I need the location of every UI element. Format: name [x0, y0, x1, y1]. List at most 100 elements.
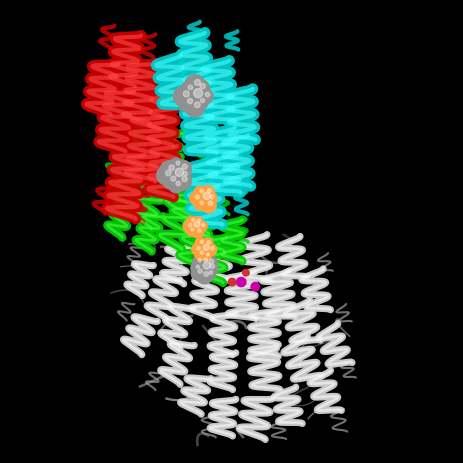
Circle shape — [170, 177, 175, 182]
Circle shape — [201, 251, 211, 261]
Circle shape — [169, 159, 182, 172]
Circle shape — [194, 189, 214, 209]
Circle shape — [185, 98, 204, 118]
Circle shape — [195, 196, 199, 200]
Circle shape — [181, 84, 207, 110]
Circle shape — [210, 264, 214, 269]
Circle shape — [197, 219, 200, 223]
Circle shape — [194, 103, 200, 108]
Circle shape — [210, 195, 213, 200]
Circle shape — [194, 80, 200, 86]
Circle shape — [192, 257, 204, 268]
Circle shape — [198, 90, 213, 105]
Circle shape — [186, 219, 203, 235]
Circle shape — [194, 187, 206, 199]
Circle shape — [194, 238, 206, 249]
Circle shape — [162, 173, 179, 190]
Circle shape — [173, 161, 191, 178]
Circle shape — [194, 222, 200, 228]
Circle shape — [203, 269, 215, 280]
Circle shape — [191, 244, 202, 256]
Circle shape — [183, 92, 189, 98]
Circle shape — [173, 87, 194, 107]
Circle shape — [228, 279, 235, 286]
Circle shape — [210, 247, 213, 250]
Circle shape — [242, 270, 249, 276]
Circle shape — [189, 193, 202, 206]
Circle shape — [195, 242, 212, 258]
Circle shape — [181, 165, 187, 170]
Circle shape — [190, 263, 202, 274]
Circle shape — [192, 226, 203, 238]
Circle shape — [200, 198, 216, 213]
Circle shape — [198, 259, 201, 263]
Circle shape — [156, 167, 175, 185]
Circle shape — [250, 283, 259, 291]
Circle shape — [196, 269, 212, 284]
Circle shape — [205, 93, 209, 98]
Circle shape — [188, 86, 192, 90]
Circle shape — [203, 193, 210, 200]
Circle shape — [201, 224, 204, 227]
Circle shape — [187, 99, 192, 105]
Circle shape — [193, 89, 202, 99]
Circle shape — [186, 226, 196, 236]
Circle shape — [191, 229, 194, 232]
Circle shape — [201, 256, 217, 271]
Circle shape — [179, 95, 196, 113]
Circle shape — [169, 165, 174, 171]
Circle shape — [206, 241, 210, 244]
Circle shape — [196, 247, 200, 250]
Circle shape — [198, 256, 210, 268]
Circle shape — [181, 177, 187, 182]
Circle shape — [197, 229, 201, 233]
Circle shape — [203, 193, 217, 206]
Circle shape — [200, 201, 203, 205]
Circle shape — [203, 263, 210, 269]
Circle shape — [187, 217, 196, 227]
Circle shape — [194, 199, 206, 211]
Circle shape — [173, 173, 191, 191]
Circle shape — [191, 219, 194, 222]
Circle shape — [176, 169, 190, 183]
Circle shape — [175, 169, 183, 177]
Circle shape — [236, 278, 245, 287]
Circle shape — [184, 75, 205, 96]
Circle shape — [175, 162, 180, 166]
Circle shape — [203, 258, 207, 262]
Circle shape — [200, 186, 214, 200]
Circle shape — [191, 266, 205, 281]
Circle shape — [198, 269, 202, 274]
Circle shape — [165, 171, 171, 176]
Circle shape — [164, 164, 188, 188]
Circle shape — [200, 241, 203, 244]
Circle shape — [160, 162, 178, 180]
Circle shape — [206, 254, 209, 257]
Circle shape — [203, 272, 208, 277]
Circle shape — [181, 82, 196, 98]
Circle shape — [208, 201, 212, 206]
Circle shape — [175, 182, 180, 186]
Circle shape — [193, 96, 207, 110]
Circle shape — [208, 271, 212, 275]
Circle shape — [196, 221, 206, 232]
Circle shape — [209, 260, 213, 264]
Circle shape — [183, 172, 187, 176]
Circle shape — [183, 221, 194, 232]
Circle shape — [194, 249, 206, 260]
Circle shape — [205, 244, 216, 256]
Circle shape — [201, 238, 213, 250]
Circle shape — [194, 258, 214, 279]
Circle shape — [200, 251, 203, 255]
Circle shape — [203, 245, 209, 251]
Circle shape — [200, 99, 204, 103]
Circle shape — [200, 84, 205, 90]
Circle shape — [202, 261, 218, 276]
Circle shape — [188, 224, 192, 227]
Circle shape — [200, 190, 203, 194]
Circle shape — [191, 81, 209, 98]
Circle shape — [192, 217, 202, 227]
Circle shape — [207, 189, 211, 193]
Circle shape — [169, 178, 183, 194]
Circle shape — [196, 265, 199, 269]
